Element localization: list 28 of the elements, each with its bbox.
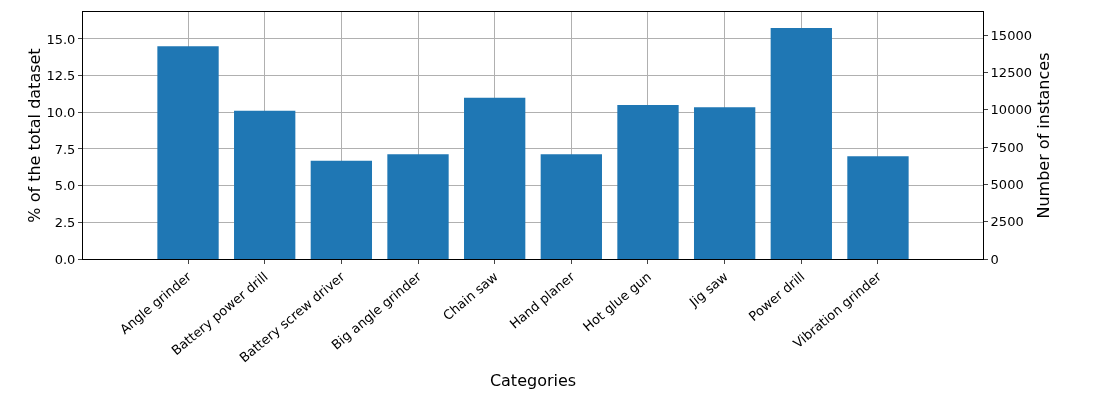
y-tick-label: 5.0 [54, 178, 76, 194]
y2-tick-label: 2500 [990, 214, 1024, 230]
y-tick-label: 10.0 [46, 104, 76, 120]
bar [157, 46, 219, 259]
x-axis-title: Categories [489, 371, 577, 391]
bar [464, 97, 526, 259]
y2-tick-label: 5000 [990, 176, 1024, 192]
y2-axis-title: Number of instances [1033, 52, 1053, 219]
y-tick-label: 0.0 [54, 251, 76, 267]
bar [310, 160, 373, 259]
y-tick-label: 2.5 [54, 214, 76, 230]
y2-tick-label: 0 [990, 251, 999, 267]
y-tick-label: 12.5 [46, 68, 76, 84]
y2-tick-label: 15000 [990, 27, 1032, 43]
bar [234, 110, 296, 259]
y-tick-label: 15.0 [46, 31, 76, 47]
y-axis-title: % of the total dataset [25, 48, 45, 223]
x-tick-label: Jig saw [685, 268, 732, 311]
bar [540, 154, 602, 259]
y2-tick-label: 7500 [990, 139, 1024, 155]
y2-tick-label: 12500 [990, 64, 1032, 80]
y-tick-label: 7.5 [54, 141, 76, 157]
bar [693, 107, 756, 259]
bar [847, 156, 909, 259]
y2-tick-label: 10000 [990, 102, 1032, 118]
bar [387, 154, 449, 259]
bar [770, 27, 832, 259]
bar [617, 104, 679, 259]
